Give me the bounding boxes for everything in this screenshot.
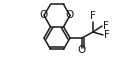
Text: F: F [104,30,110,40]
Text: O: O [66,10,74,20]
Text: O: O [78,45,86,55]
Text: F: F [103,21,109,31]
Text: F: F [90,11,96,21]
Text: O: O [40,10,48,20]
